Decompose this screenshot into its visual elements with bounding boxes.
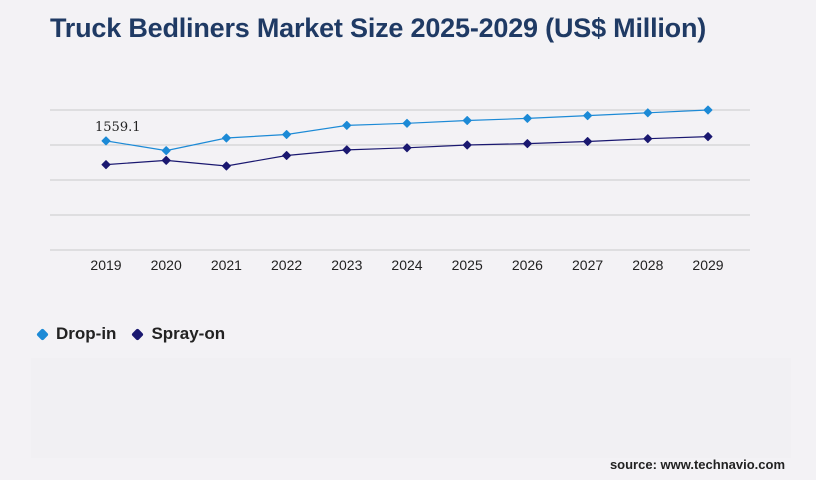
x-tick-label: 2022: [271, 257, 302, 273]
data-point: [462, 116, 472, 125]
source-credit: source: www.technavio.com: [609, 457, 785, 472]
legend-item: Spray-on: [131, 324, 226, 344]
panel-background: [31, 358, 791, 458]
data-point: [282, 151, 292, 160]
data-point: [101, 160, 111, 170]
x-tick-label: 2024: [391, 257, 422, 273]
data-point: [583, 111, 593, 121]
legend-label: Drop-in: [56, 324, 117, 343]
data-point: [342, 145, 352, 155]
x-tick-label: 2023: [331, 257, 362, 273]
data-point: [101, 136, 111, 146]
line-chart: 1559.1 2019 2020 2021 2022 2023 2024 2025 2026 2…: [50, 105, 750, 273]
data-point: [221, 161, 231, 171]
x-tick-label: 2021: [211, 257, 242, 273]
series-markers: [101, 105, 713, 171]
x-tick-label: 2026: [512, 257, 543, 273]
data-point: [522, 113, 532, 123]
data-label: 1559.1: [95, 120, 141, 135]
data-point: [643, 108, 653, 118]
data-point: [522, 139, 532, 149]
legend-item: Drop-in: [36, 324, 117, 344]
x-tick-label: 2027: [572, 257, 603, 273]
data-point: [342, 120, 352, 130]
data-point: [703, 132, 713, 142]
data-point: [402, 118, 412, 128]
x-tick-label: 2019: [90, 257, 121, 273]
data-point: [161, 146, 171, 156]
data-point: [221, 133, 231, 143]
data-point: [282, 130, 292, 139]
series-lines: [105, 109, 709, 167]
gridlines: [50, 109, 750, 251]
data-point: [703, 105, 713, 115]
x-tick-label: 2020: [151, 257, 182, 273]
data-point: [643, 134, 653, 144]
data-labels: 1559.1: [95, 120, 141, 135]
legend-label: Spray-on: [151, 324, 226, 343]
x-axis-ticks: 2019 2020 2021 2022 2023 2024 2025 2026 2027 2028…: [90, 257, 723, 273]
chart-title: Truck Bedliners Market Size 2025-2029 (U…: [50, 13, 707, 43]
legend-marker-icon: [36, 327, 49, 341]
data-point: [462, 140, 472, 150]
x-tick-label: 2029: [692, 257, 723, 273]
legend-marker-icon: [131, 327, 145, 341]
data-point: [402, 143, 412, 153]
x-tick-label: 2025: [452, 257, 483, 273]
x-tick-label: 2028: [632, 257, 663, 273]
data-point: [583, 137, 593, 146]
data-point: [161, 155, 171, 165]
legend: Drop-in Spray-on: [36, 324, 242, 344]
